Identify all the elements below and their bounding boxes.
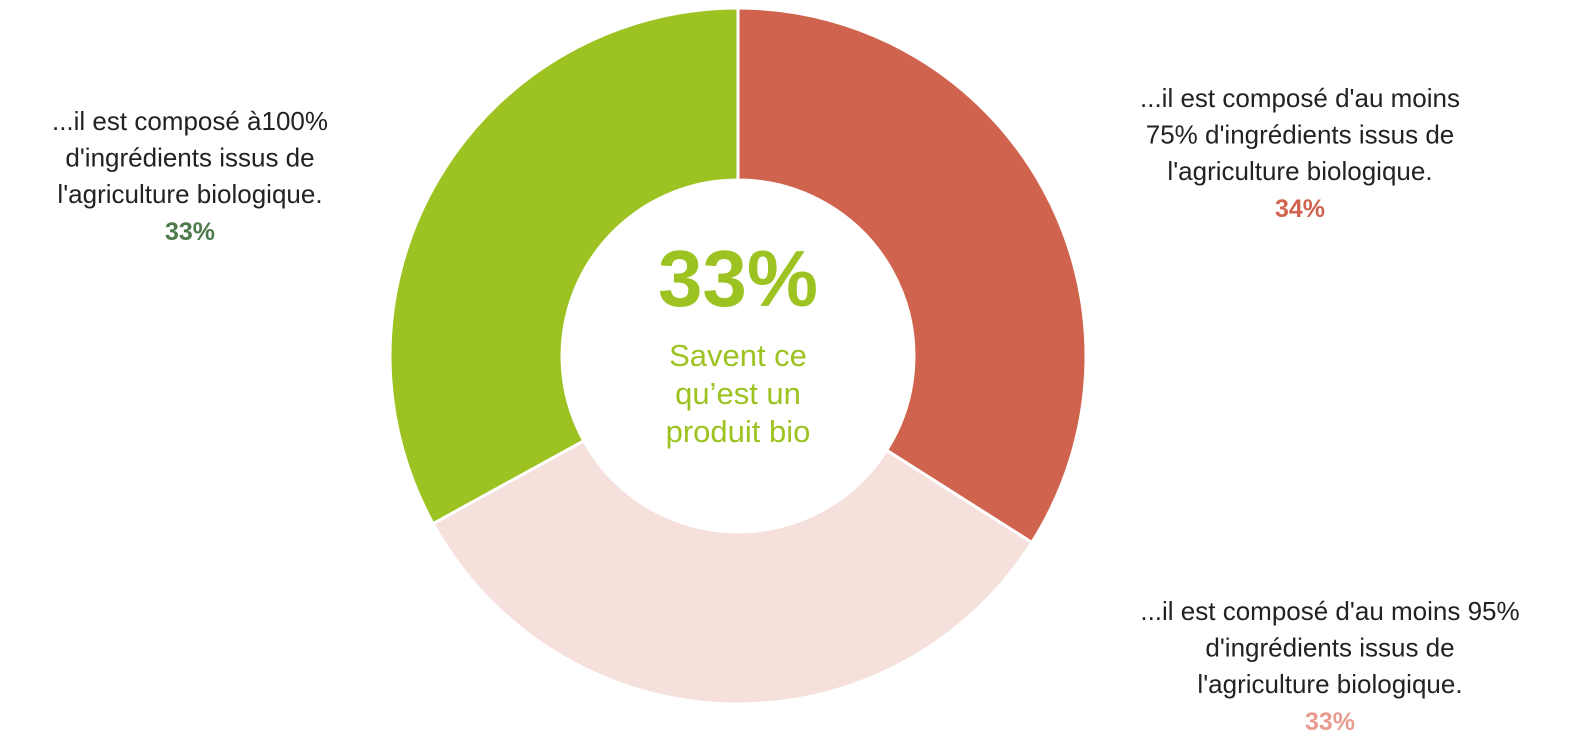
slice-label-line: l'agriculture biologique. <box>57 179 322 209</box>
center-value: 33% <box>658 234 818 323</box>
slice-label: ...il est composé d'au moins 95% d'ingréd… <box>1140 596 1519 699</box>
value-label: 33% <box>165 218 215 246</box>
slice-label: ...il est composé à100% d'ingrédients iss… <box>52 106 328 209</box>
center-text: Savent ce qu’est un produit bio <box>666 338 811 449</box>
slice-label-line: ...il est composé à100% <box>52 106 328 136</box>
slice <box>388 6 740 526</box>
center-text-line: produit bio <box>666 414 811 449</box>
slice-label-line: ...il est composé d'au moins 95% <box>1140 596 1519 626</box>
value-label: 33% <box>1305 708 1355 736</box>
slice-label-line: l'agriculture biologique. <box>1197 669 1462 699</box>
center-text-line: Savent ce <box>669 338 807 373</box>
slice-label-line: d'ingrédients issus de <box>1205 633 1454 663</box>
slice <box>736 6 1088 545</box>
slice-label: ...il est composé d'au moins 75% d'ingréd… <box>1140 83 1460 186</box>
center-text-line: qu’est un <box>675 376 801 411</box>
slice-label-line: ...il est composé d'au moins <box>1140 83 1460 113</box>
value-label: 34% <box>1275 195 1325 223</box>
slice-label-line: 75% d'ingrédients issus de <box>1146 120 1454 150</box>
slice-label-line: d'ingrédients issus de <box>65 143 314 173</box>
slice-label-line: l'agriculture biologique. <box>1167 156 1432 186</box>
slice <box>431 438 1034 706</box>
